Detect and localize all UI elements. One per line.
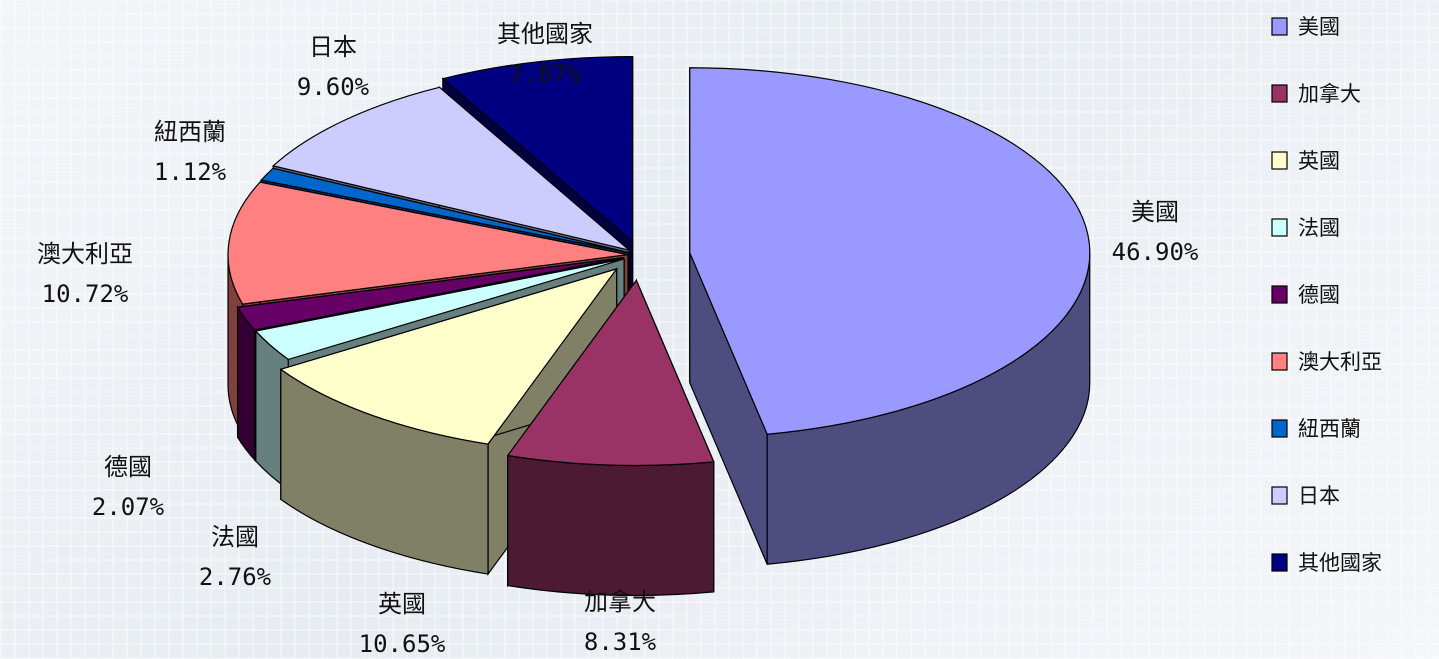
slice-label-category: 日本 — [309, 33, 357, 61]
legend-label: 英國 — [1298, 149, 1340, 173]
legend-label: 德國 — [1298, 283, 1340, 307]
legend-label: 美國 — [1298, 15, 1340, 39]
slice-label-value: 8.31% — [584, 628, 657, 656]
legend-swatch — [1271, 553, 1288, 572]
slice-label-value: 9.60% — [297, 73, 370, 101]
slice-label-value: 2.07% — [92, 493, 165, 521]
legend-swatch — [1271, 218, 1288, 237]
legend-label: 法國 — [1298, 216, 1340, 240]
slice-label-category: 英國 — [378, 590, 426, 618]
slice-outer-wall — [236, 305, 256, 462]
legend-swatch — [1271, 486, 1288, 505]
slice-label-category: 其他國家 — [497, 20, 593, 48]
pie-slice-6 — [227, 181, 629, 305]
slice-label-value: 2.76% — [199, 563, 272, 591]
pie-slice-3 — [279, 267, 619, 445]
legend-label: 澳大利亞 — [1298, 350, 1382, 374]
slice-label-category: 加拿大 — [584, 588, 656, 616]
pie-slice-9 — [441, 55, 634, 243]
legend-label: 日本 — [1298, 484, 1340, 508]
pie-slice-1 — [689, 67, 1091, 435]
legend-swatch — [1271, 84, 1288, 103]
legend-swatch — [1271, 285, 1288, 304]
slice-label-category: 法國 — [211, 523, 259, 551]
legend-swatch — [1271, 151, 1288, 170]
pie-slice-2 — [506, 279, 715, 466]
slice-label-category: 紐西蘭 — [154, 118, 226, 146]
legend-swatch — [1271, 419, 1288, 438]
slice-label-value: 7.87% — [509, 60, 582, 88]
legend-label: 紐西蘭 — [1298, 417, 1361, 441]
slice-outer-wall — [507, 454, 715, 596]
slice-label-value: 1.12% — [154, 158, 227, 186]
slice-label-category: 德國 — [104, 453, 152, 481]
legend-swatch — [1271, 17, 1288, 36]
legend-label: 其他國家 — [1298, 551, 1382, 575]
slice-label-category: 澳大利亞 — [37, 240, 133, 268]
pie-slice-7 — [259, 167, 630, 254]
pie-slice-4 — [254, 258, 625, 361]
slice-label-value: 10.65% — [359, 630, 446, 658]
slice-label-category: 美國 — [1131, 198, 1179, 226]
pie-labels: 美國 46.90% 加拿大 8.31% 英國 10.65% 法國 2.76% 德國 2.07% 澳大… — [37, 20, 1199, 658]
slice-label-value: 10.72% — [42, 280, 129, 308]
pie-tops — [227, 55, 1091, 466]
legend-swatch — [1271, 352, 1288, 371]
slice-label-value: 46.90% — [1112, 238, 1199, 266]
legend-label: 加拿大 — [1298, 82, 1361, 106]
pie-slice-8 — [271, 86, 630, 251]
pie-slice-5 — [236, 257, 624, 331]
